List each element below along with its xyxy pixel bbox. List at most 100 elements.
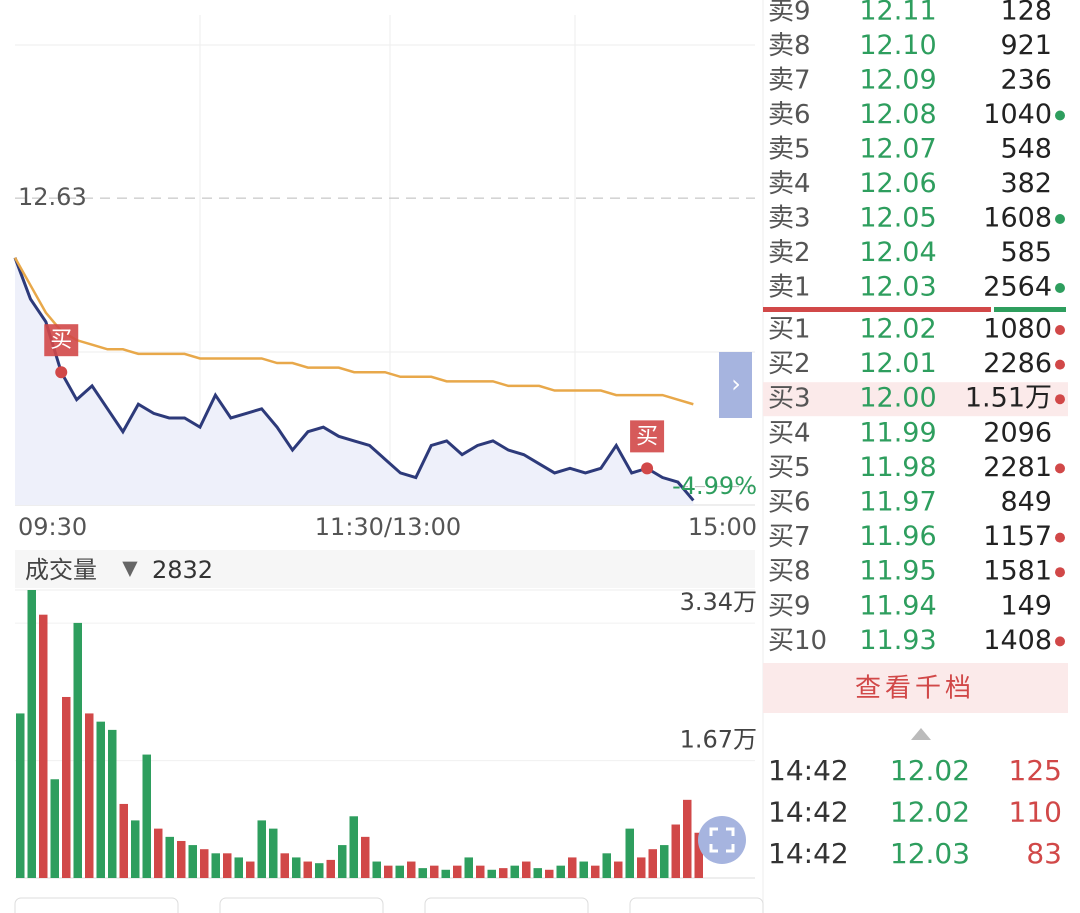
- trade-time: 14:42: [768, 837, 849, 870]
- level-dot: [1055, 532, 1065, 543]
- volume-bar: [671, 824, 680, 878]
- level-price: 12.08: [859, 99, 936, 130]
- volume-bar: [234, 857, 243, 878]
- volume-bar: [303, 861, 312, 878]
- volume-bar: [349, 816, 358, 878]
- x-label: 11:30/13:00: [315, 513, 461, 541]
- level-label: 卖3: [768, 204, 811, 234]
- level-volume: 1408: [983, 625, 1052, 656]
- level-dot: [1055, 110, 1065, 121]
- buy-point: [641, 462, 654, 475]
- level-volume: 2564: [983, 272, 1052, 303]
- level-label: 买8: [768, 557, 811, 587]
- tab[interactable]: [629, 897, 764, 913]
- level-label: 卖9: [768, 0, 811, 27]
- volume-bar: [464, 857, 473, 878]
- tab[interactable]: [219, 897, 384, 913]
- volume-bar: [556, 865, 565, 878]
- volume-bar: [637, 857, 646, 878]
- level-label: 买5: [768, 453, 811, 483]
- volume-bar: [522, 861, 531, 878]
- level-volume: 585: [1000, 237, 1052, 268]
- level-volume: 236: [1000, 65, 1052, 96]
- right-label: -4.99%: [672, 472, 757, 500]
- volume-bar: [614, 861, 623, 878]
- level-volume: 2281: [983, 452, 1052, 483]
- volume-header: [15, 550, 755, 588]
- collapse-icon[interactable]: [911, 728, 931, 740]
- volume-bar: [510, 865, 519, 878]
- volume-bar: [395, 865, 404, 878]
- trade-volume: 83: [1026, 837, 1062, 870]
- volume-bar: [361, 836, 370, 878]
- level-label: 买1: [768, 315, 811, 345]
- volume-bar: [269, 828, 278, 878]
- tab[interactable]: [14, 897, 179, 913]
- level-label: 买6: [768, 488, 811, 518]
- volume-bar: [50, 779, 59, 878]
- level-price: 12.01: [859, 348, 936, 379]
- volume-selector[interactable]: 成交量: [25, 556, 97, 584]
- y-tick-label: 3.34万: [680, 588, 757, 616]
- level-dot: [1055, 359, 1065, 370]
- level-label: 买4: [768, 418, 811, 448]
- level-price: 12.11: [859, 0, 936, 27]
- level-label: 买7: [768, 522, 811, 552]
- expand-icon: ›: [731, 370, 741, 398]
- level-volume: 1581: [983, 556, 1052, 587]
- volume-bar: [625, 828, 634, 878]
- level-label: 卖6: [768, 100, 811, 130]
- expand-button[interactable]: [719, 352, 752, 418]
- level-label: 卖8: [768, 31, 811, 61]
- zoom-icon: [709, 827, 735, 853]
- volume-bar: [418, 868, 427, 878]
- level-dot: [1055, 325, 1065, 335]
- y-tick-label: 12.63: [18, 183, 87, 211]
- volume-bar: [108, 729, 117, 878]
- trade-price: 12.03: [890, 837, 970, 870]
- volume-bar: [499, 868, 508, 878]
- trade-price: 12.02: [890, 796, 970, 829]
- level-price: 11.98: [859, 452, 936, 483]
- tab[interactable]: [424, 897, 589, 913]
- level-dot: [1055, 394, 1065, 405]
- volume-bar: [96, 721, 105, 878]
- volume-bar: [430, 865, 439, 878]
- volume-bar: [407, 861, 416, 878]
- level-label: 卖1: [768, 273, 811, 303]
- level-volume: 128: [1000, 0, 1052, 27]
- volume-bar: [453, 865, 462, 878]
- volume-bar: [326, 859, 335, 878]
- level-dot: [1055, 567, 1065, 578]
- level-price: 11.97: [859, 487, 936, 518]
- zoom-button[interactable]: [698, 816, 746, 864]
- level-dot: [1055, 636, 1065, 647]
- level-volume: 1040: [983, 99, 1052, 130]
- level-volume: 1080: [983, 314, 1052, 345]
- buy-label: 买: [636, 424, 658, 449]
- volume-bar: [188, 845, 197, 878]
- level-label: 买3: [768, 384, 811, 414]
- level-volume: 1157: [983, 521, 1052, 552]
- buy-point: [55, 366, 68, 379]
- trade-price: 12.02: [890, 754, 970, 787]
- buy-badge: [44, 324, 79, 357]
- level-price: 11.95: [859, 556, 936, 587]
- volume-bar: [246, 861, 255, 878]
- volume-bar: [568, 857, 577, 878]
- volume-bar: [16, 713, 25, 878]
- level-dot: [1055, 283, 1065, 293]
- level-price: 11.99: [859, 417, 936, 448]
- level-price: 12.09: [859, 65, 936, 96]
- row-highlight: [763, 382, 1068, 417]
- y-tick-label: 1.67万: [680, 726, 757, 754]
- trade-volume: 125: [1009, 754, 1062, 787]
- level-price: 12.02: [859, 314, 936, 345]
- level-price: 12.10: [859, 30, 936, 61]
- level-label: 卖4: [768, 169, 811, 199]
- level-volume: 849: [1000, 487, 1052, 518]
- depth-button[interactable]: [763, 663, 1068, 713]
- level-volume: 2286: [983, 348, 1052, 379]
- trade-time: 14:42: [768, 754, 849, 787]
